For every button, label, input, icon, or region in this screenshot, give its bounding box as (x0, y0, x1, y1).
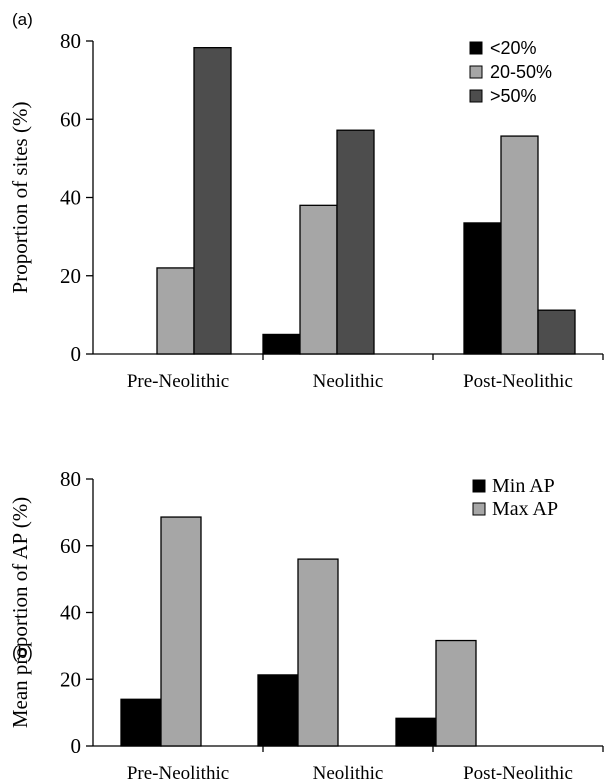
bar-pre-neolithic-series-2 (193, 47, 232, 355)
bar-post-neolithic-series-2 (537, 309, 576, 355)
y-tick-label: 20 (60, 667, 81, 691)
x-category-label: Post-Neolithic (463, 763, 573, 781)
x-category-label: Pre-Neolithic (127, 763, 229, 781)
bar-pre-neolithic-series-1 (156, 267, 195, 355)
bar-pre-neolithic-series-0 (120, 698, 162, 747)
bar-neolithic-series-2 (336, 129, 375, 355)
bar-neolithic-series-0 (257, 674, 299, 747)
y-tick-label: 80 (60, 467, 81, 491)
y-tick-label: 20 (60, 264, 81, 288)
bar-neolithic-series-1 (299, 204, 338, 355)
y-tick-label: 60 (60, 107, 81, 131)
legend: <20% 20-50% >50% (469, 38, 552, 106)
y-tick-label: 0 (71, 734, 82, 758)
panel-label: (b) (12, 643, 33, 662)
y-axis-title: Mean proportion of AP (%) (8, 497, 32, 728)
legend-swatch (472, 502, 486, 516)
chart-panel-a: (a) 0 20 40 60 80 Pre-Neolithic Neolithic Post-N… (8, 10, 604, 392)
bar-pre-neolithic-series-1 (160, 516, 202, 747)
legend-swatch (472, 479, 486, 493)
legend-entry: <20% (490, 38, 537, 58)
legend-swatch (469, 89, 483, 103)
x-category-label: Neolithic (313, 371, 384, 392)
legend-entry: 20-50% (490, 62, 552, 82)
bar-neolithic-series-1 (297, 558, 339, 747)
legend-swatch (469, 65, 483, 79)
bar-post-neolithic-series-1 (435, 639, 477, 747)
y-tick-label: 80 (60, 29, 81, 53)
bar-neolithic-series-0 (262, 333, 301, 355)
x-category-label: Post-Neolithic (463, 371, 573, 392)
bar-post-neolithic-series-0 (463, 222, 502, 355)
legend-entry: Max AP (492, 498, 558, 520)
legend-swatch (469, 41, 483, 55)
y-axis-title: Proportion of sites (%) (8, 102, 32, 294)
bar-post-neolithic-series-0 (395, 717, 437, 747)
bar-post-neolithic-series-1 (500, 135, 539, 355)
y-tick-label: 0 (71, 342, 82, 366)
chart-panel-b: (b) 0 20 40 60 80 Pre-Neolithic Neolithic Post-N… (8, 467, 604, 781)
y-tick-label: 40 (60, 186, 81, 210)
y-tick-label: 40 (60, 601, 81, 625)
legend-entry: >50% (490, 86, 537, 106)
x-category-label: Pre-Neolithic (127, 371, 229, 392)
panel-label: (a) (12, 10, 33, 29)
y-tick-label: 60 (60, 534, 81, 558)
x-category-label: Neolithic (313, 763, 384, 781)
legend-entry: Min AP (492, 475, 555, 497)
